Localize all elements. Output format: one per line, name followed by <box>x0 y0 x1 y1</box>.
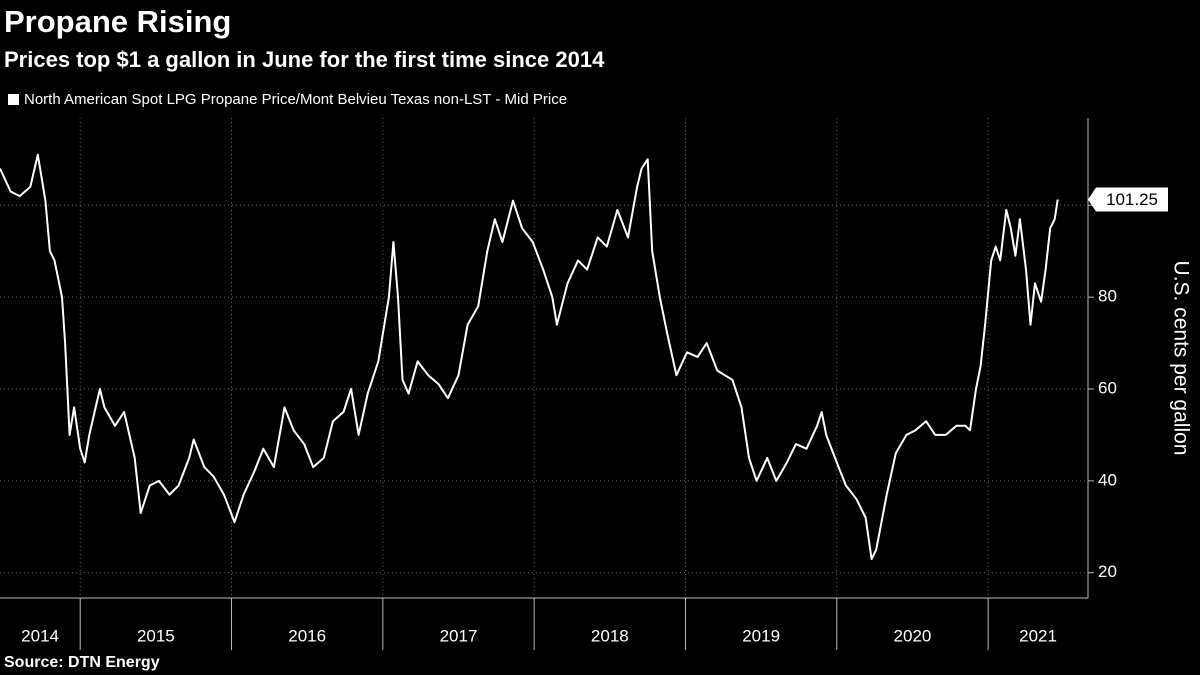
x-tick-label: 2016 <box>288 626 326 645</box>
y-tick-label: 60 <box>1098 378 1117 397</box>
x-tick-label: 2018 <box>591 626 629 645</box>
y-tick-label: 80 <box>1098 287 1117 306</box>
y-tick-label: 40 <box>1098 470 1117 489</box>
x-tick-label: 2021 <box>1019 626 1057 645</box>
legend-swatch <box>8 94 19 105</box>
x-tick-label: 2019 <box>742 626 780 645</box>
y-axis-title: U.S. cents per gallon <box>1169 261 1192 456</box>
line <box>0 153 1059 560</box>
x-tick-label: 2020 <box>894 626 932 645</box>
x-tick-label: 2015 <box>137 626 175 645</box>
chart-subtitle: Prices top $1 a gallon in June for the f… <box>4 47 605 72</box>
y-tick-label: 20 <box>1098 562 1117 581</box>
source: Source: DTN Energy <box>4 654 160 671</box>
last-value-label: 101.25 <box>1106 190 1158 209</box>
x-tick-label: 2014 <box>21 626 59 645</box>
last-value-badge <box>1088 187 1168 212</box>
legend-label: North American Spot LPG Propane Price/Mo… <box>24 91 567 108</box>
x-tick-label: 2017 <box>440 626 478 645</box>
chart-title: Propane Rising <box>4 4 231 39</box>
